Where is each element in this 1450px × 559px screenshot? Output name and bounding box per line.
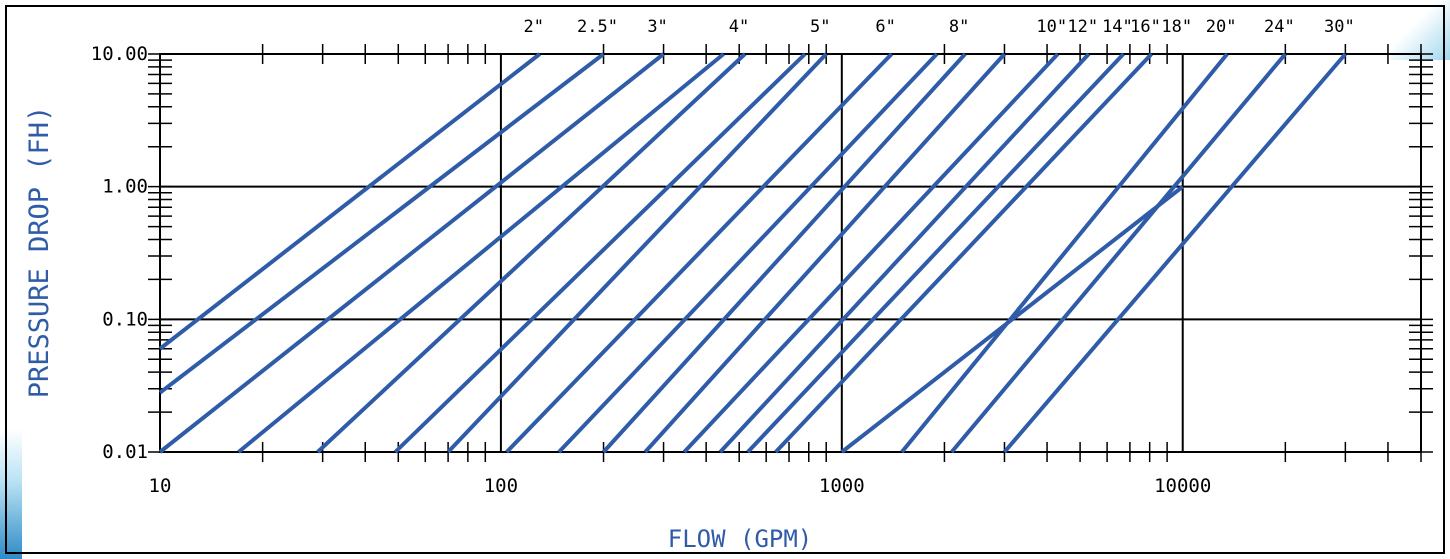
series-label: 6" <box>875 17 895 37</box>
x-tick-label: 10000 <box>1154 475 1211 497</box>
y-axis-label: PRESSURE DROP (FH) <box>24 106 55 399</box>
series-line <box>900 52 1229 454</box>
series-layer <box>158 52 1347 454</box>
series-label: 2.5" <box>577 17 618 37</box>
grid-layer <box>148 44 1433 462</box>
series-label: 10" <box>1036 17 1067 37</box>
series-line <box>950 52 1287 454</box>
x-tick-label: 10 <box>149 475 172 497</box>
series-line <box>602 52 967 454</box>
series-label: 16" <box>1130 17 1161 37</box>
series-line <box>158 52 605 395</box>
series-label: 30" <box>1324 17 1355 37</box>
series-label: 4" <box>729 17 749 37</box>
y-tick-label: 10.00 <box>91 43 148 65</box>
series-line <box>682 52 1060 454</box>
series-line <box>446 52 828 454</box>
series-label: 14" <box>1102 17 1133 37</box>
series-line <box>237 52 725 454</box>
x-tick-label: 1000 <box>819 475 865 497</box>
series-label: 5" <box>810 17 830 37</box>
plot-area-border <box>159 53 1422 453</box>
corner-decoration-top-right <box>1390 0 1450 60</box>
series-label: 12" <box>1067 17 1098 37</box>
series-line <box>1002 52 1347 454</box>
series-line <box>158 52 541 351</box>
series-label: 2" <box>524 17 544 37</box>
x-tick-label: 100 <box>484 475 518 497</box>
labels-layer: 10 100 1000 10000 0.01 0.10 1.00 10.00 2" 2.5" 3" 4… <box>91 17 1355 497</box>
series-line <box>746 52 1125 454</box>
series-line <box>158 52 665 454</box>
series-label: 20" <box>1206 17 1237 37</box>
y-tick-label: 0.10 <box>102 308 148 330</box>
series-label: 24" <box>1264 17 1295 37</box>
x-axis-label: FLOW (GPM) <box>668 525 813 553</box>
series-line <box>557 52 939 454</box>
series-label: 3" <box>647 17 667 37</box>
series-line <box>316 52 747 454</box>
series-label: 18" <box>1161 17 1192 37</box>
series-label: 8" <box>949 17 969 37</box>
series-line <box>393 52 807 454</box>
series-line <box>718 52 1091 454</box>
y-tick-label: 0.01 <box>102 441 148 463</box>
series-line <box>505 52 894 454</box>
outer-border <box>5 5 1445 554</box>
series-line <box>643 52 1006 454</box>
series-line <box>774 52 1153 454</box>
y-tick-label: 1.00 <box>102 176 148 198</box>
